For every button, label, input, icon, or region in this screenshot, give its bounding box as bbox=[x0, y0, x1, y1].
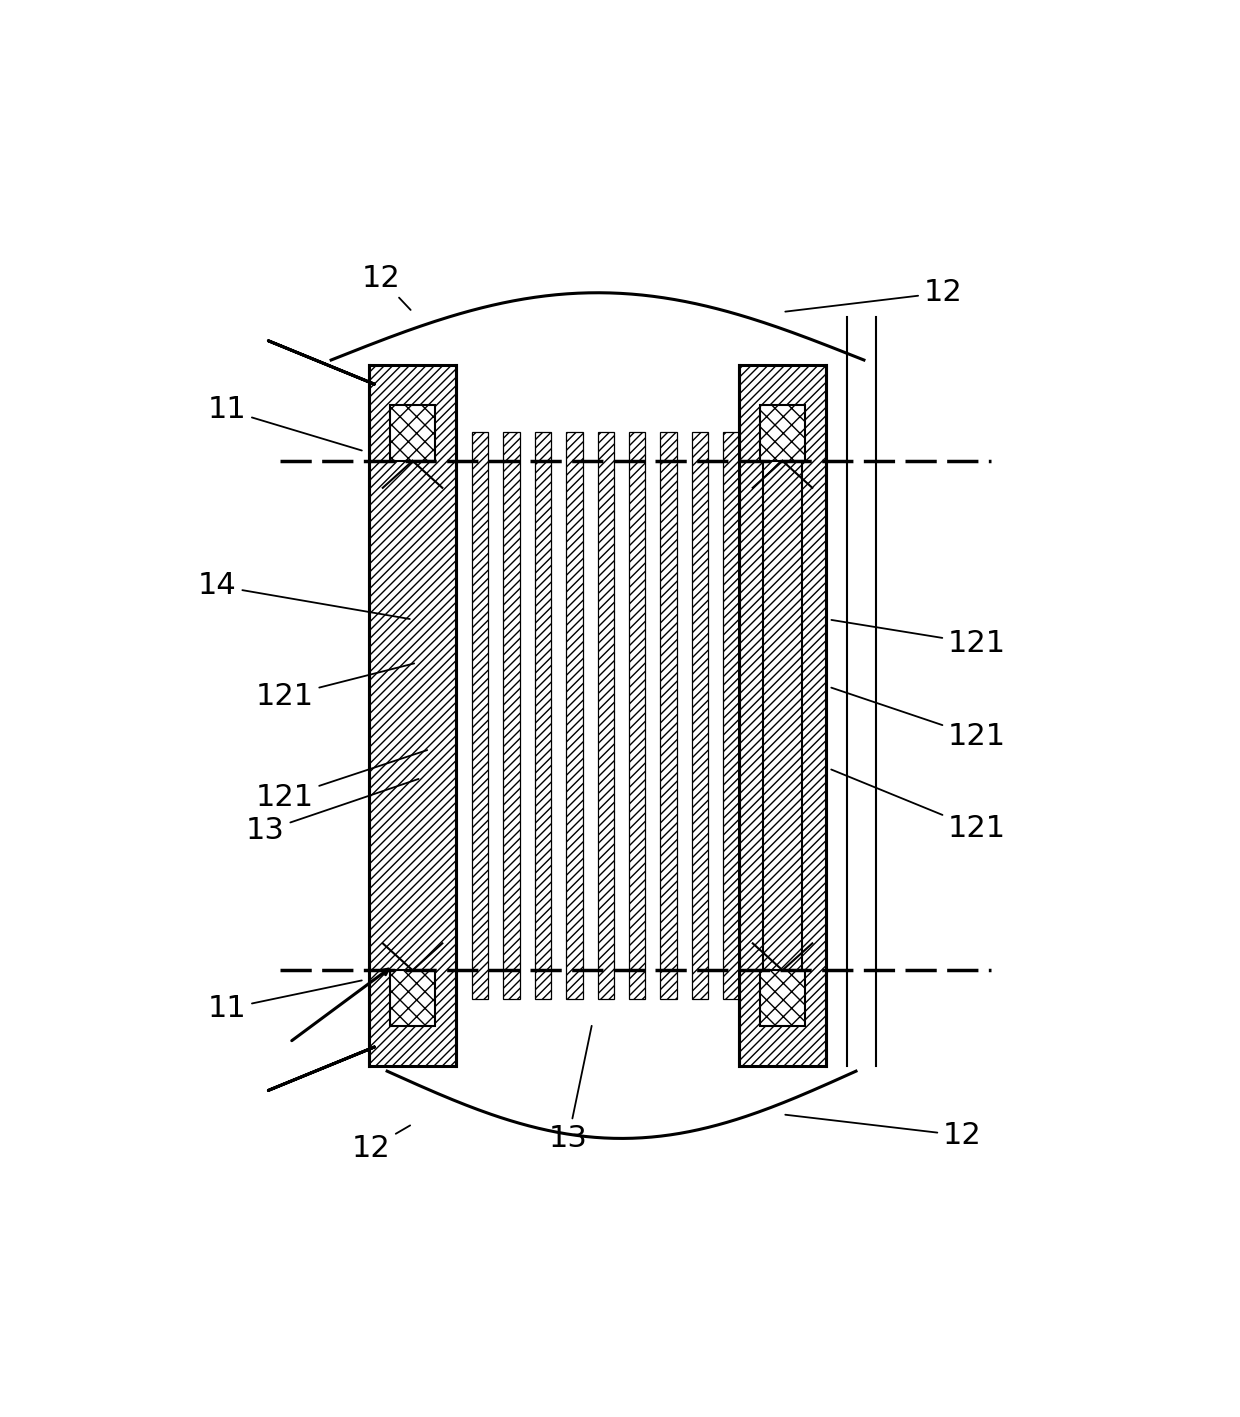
Bar bbox=[760, 971, 805, 1026]
Bar bbox=[534, 432, 551, 999]
Text: 14: 14 bbox=[198, 571, 409, 619]
Bar bbox=[629, 432, 645, 999]
Text: 13: 13 bbox=[549, 1026, 591, 1153]
Bar bbox=[723, 432, 739, 999]
Text: 12: 12 bbox=[352, 1125, 410, 1162]
Text: 121: 121 bbox=[831, 769, 1006, 843]
Text: 121: 121 bbox=[831, 687, 1006, 751]
Bar bbox=[472, 432, 489, 999]
Text: 13: 13 bbox=[246, 779, 419, 846]
Bar bbox=[598, 432, 614, 999]
Text: 11: 11 bbox=[207, 395, 362, 451]
Bar bbox=[567, 432, 583, 999]
Text: 11: 11 bbox=[207, 981, 362, 1023]
Text: 121: 121 bbox=[255, 750, 428, 812]
Text: 12: 12 bbox=[362, 264, 410, 310]
Text: 121: 121 bbox=[831, 619, 1006, 657]
Bar bbox=[739, 364, 826, 1067]
Bar bbox=[660, 432, 677, 999]
Text: 12: 12 bbox=[785, 1115, 982, 1151]
Text: 121: 121 bbox=[255, 663, 414, 711]
Bar bbox=[370, 364, 456, 1067]
Bar bbox=[692, 432, 708, 999]
Bar bbox=[503, 432, 520, 999]
Bar bbox=[760, 405, 805, 461]
Bar bbox=[391, 971, 435, 1026]
Bar bbox=[391, 405, 435, 461]
Text: 12: 12 bbox=[785, 278, 962, 312]
